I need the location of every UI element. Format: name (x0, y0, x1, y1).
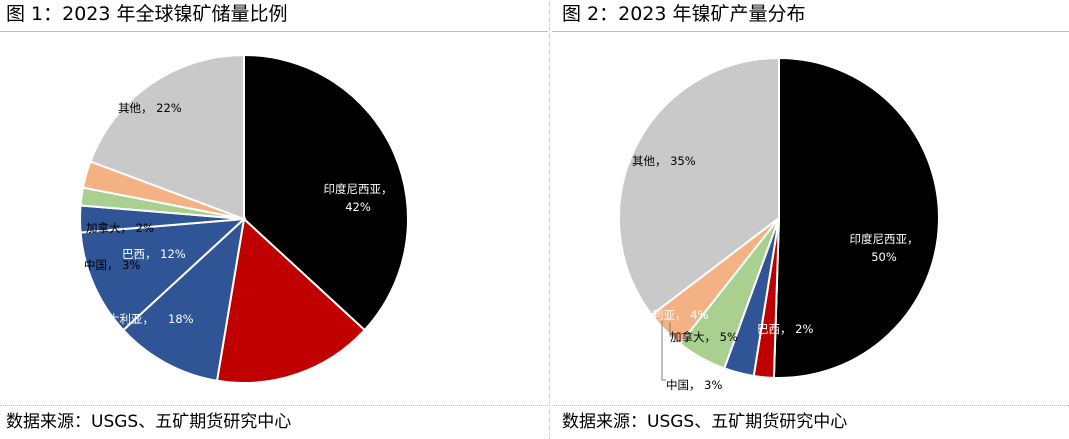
pie-chart-reserves: 印度尼西亚， 42% 18% 大利亚， 巴西， 12%中国， 3% 加拿大， 2% 其他， … (79, 53, 409, 384)
pie-slice (243, 53, 409, 332)
leader-line (669, 322, 674, 337)
pie-slice (79, 217, 247, 332)
leader-line (661, 318, 666, 381)
title-divider (552, 31, 1069, 32)
panel-separator (549, 0, 550, 439)
data-label: 巴西， 12% (122, 247, 186, 261)
data-label: 其他， 35% (632, 154, 696, 168)
pie-slice (618, 56, 780, 317)
data-label: 中国， 3% (84, 258, 140, 272)
pie-chart-production: 印度尼西亚， 50% 巴西， 2% 中国， 3% 加拿大， 5% 利亚， 4% 其他， 35… (618, 56, 940, 392)
data-label: 印度尼西亚， 42% (324, 182, 393, 214)
pie-slice (772, 56, 940, 379)
pie-slice (215, 217, 367, 384)
data-label: 18% (168, 312, 194, 326)
data-label: 加拿大， 2% (86, 221, 154, 235)
chart-title: 图 2：2023 年镍矿产量分布 (562, 3, 806, 25)
title-divider (0, 31, 548, 32)
chart-panel-production: 图 2：2023 年镍矿产量分布 印度尼西亚， 50% 巴西， 2% 中国， 3% 加拿… (552, 0, 1069, 439)
data-source-note: 数据来源：USGS、五矿期货研究中心 (562, 412, 848, 432)
pie-slice (121, 216, 246, 382)
pie-slice (89, 53, 245, 221)
chart-title: 图 1：2023 年全球镍矿储量比例 (6, 3, 288, 25)
data-label: 大利亚， (108, 312, 154, 326)
data-source-note: 数据来源：USGS、五矿期货研究中心 (6, 412, 292, 432)
source-divider (0, 405, 548, 406)
data-label: 加拿大， 5% (670, 330, 738, 344)
data-label: 巴西， 2% (757, 322, 813, 336)
data-label: 中国， 3% (666, 378, 722, 392)
data-label: 印度尼西亚， 50% (850, 232, 919, 264)
source-divider (552, 405, 1069, 406)
chart-panel-reserves: 图 1：2023 年全球镍矿储量比例 印度尼西亚， 42% 18% 大利亚， 巴西， 1… (0, 3, 548, 432)
data-label: 其他， 22% (118, 101, 182, 115)
data-label: 利亚， 4% (652, 308, 708, 322)
